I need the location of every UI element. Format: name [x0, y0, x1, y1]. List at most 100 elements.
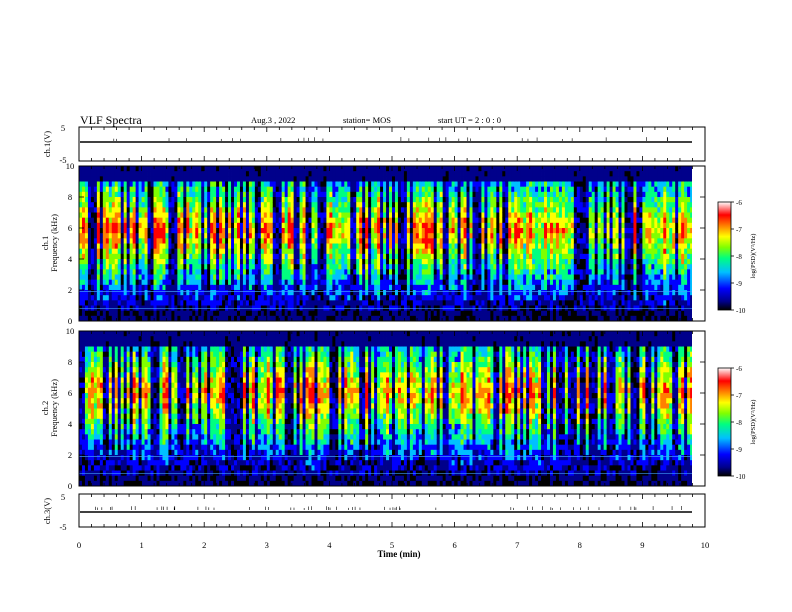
- spectrogram-cell: [278, 243, 283, 250]
- spectrogram-cell: [558, 274, 563, 281]
- spectrogram-cell: [123, 315, 128, 322]
- spectrogram-cell: [260, 233, 265, 239]
- spectrogram-cell: [111, 284, 116, 291]
- spectrogram-cell: [296, 217, 300, 224]
- spectrogram-cell: [374, 191, 378, 198]
- spectrogram-cell: [222, 253, 226, 260]
- spectrogram-cell: [156, 295, 160, 301]
- spectrogram-cell: [475, 248, 479, 255]
- spectrogram-cell: [481, 222, 485, 229]
- spectrogram-cell: [558, 248, 563, 255]
- spectrogram-cell: [499, 191, 503, 198]
- spectrogram-cell: [463, 300, 467, 306]
- spectrogram-cell: [248, 181, 253, 188]
- spectrogram-cell: [177, 259, 181, 265]
- spectrogram-cell: [433, 284, 438, 291]
- spectrogram-cell: [552, 248, 557, 255]
- spectrogram-cell: [228, 295, 232, 301]
- spectrogram-cell: [353, 238, 357, 244]
- spectrogram-cell: [254, 310, 259, 317]
- spectrogram-cell: [529, 191, 533, 198]
- spectrogram-cell: [153, 315, 157, 322]
- spectrogram-cell: [278, 181, 283, 188]
- spectrogram-cell: [520, 191, 524, 198]
- spectrogram-cell: [242, 191, 247, 198]
- spectrogram-cell: [427, 212, 432, 219]
- spectrogram-cell: [248, 212, 253, 219]
- spectrogram-cell: [308, 212, 312, 219]
- spectrogram-cell: [412, 248, 417, 255]
- spectrogram-cell: [269, 217, 274, 224]
- spectrogram-cell: [216, 171, 220, 177]
- spectrogram-cell: [412, 191, 417, 198]
- spectrogram-cell: [359, 228, 363, 234]
- spectrogram-cell: [105, 222, 110, 229]
- spectrogram-cell: [213, 279, 217, 286]
- spectrogram-cell: [555, 264, 560, 270]
- spectrogram-cell: [225, 171, 229, 177]
- spectrogram-cell: [171, 233, 175, 239]
- spectrogram-cell: [439, 191, 444, 198]
- spectrogram-cell: [392, 217, 396, 224]
- spectrogram-cell: [308, 166, 312, 172]
- spectrogram-cell: [278, 310, 283, 317]
- spectrogram-cell: [308, 290, 312, 296]
- spectrogram-cell: [245, 279, 250, 286]
- spectrogram-cell: [332, 166, 336, 172]
- spectrogram-cell: [362, 253, 366, 260]
- spectrogram-cell: [386, 181, 390, 188]
- spectrogram-cell: [189, 269, 193, 275]
- spectrogram-cell: [397, 238, 402, 244]
- spectrogram-cell: [520, 315, 524, 322]
- spectrogram-cell: [210, 233, 214, 239]
- spectrogram-cell: [219, 310, 223, 317]
- spectrogram-cell: [290, 197, 295, 203]
- spectrogram-cell: [87, 243, 92, 250]
- spectrogram-cell: [189, 222, 193, 229]
- spectrogram-cell: [144, 253, 148, 260]
- spectrogram-cell: [475, 171, 479, 177]
- spectrogram-cell: [430, 264, 435, 270]
- spectrogram-cell: [487, 233, 491, 239]
- spectrogram-cell: [535, 274, 539, 281]
- spectrogram-cell: [159, 284, 163, 291]
- spectrogram-cell: [394, 197, 399, 203]
- spectrogram-cell: [323, 243, 327, 250]
- spectrogram-cell: [147, 202, 151, 208]
- spectrogram-cell: [236, 310, 241, 317]
- spectrogram-cell: [311, 166, 315, 172]
- spectrogram-cell: [219, 269, 223, 275]
- spectrogram-cell: [386, 269, 390, 275]
- spectrogram-cell: [511, 300, 515, 306]
- spectrogram-cell: [433, 212, 438, 219]
- spectrogram-cell: [81, 315, 86, 322]
- spectrogram-cell: [105, 300, 110, 306]
- spectrogram-cell: [341, 274, 345, 281]
- spectrogram-cell: [299, 269, 303, 275]
- spectrogram-cell: [222, 222, 226, 229]
- spectrogram-cell: [79, 238, 83, 244]
- spectrogram-cell: [180, 253, 184, 260]
- spectrogram-cell: [248, 295, 253, 301]
- spectrogram-cell: [299, 279, 303, 286]
- spectrogram-cell: [439, 290, 444, 296]
- spectrogram-cell: [108, 217, 113, 224]
- spectrogram-cell: [505, 284, 509, 291]
- spectrogram-cell: [448, 171, 453, 177]
- spectrogram-cell: [162, 228, 166, 234]
- spectrogram-cell: [231, 300, 235, 306]
- spectrogram-cell: [293, 186, 298, 193]
- spectrogram-cell: [463, 269, 467, 275]
- spectrogram-cell: [344, 166, 348, 172]
- spectrogram-cell: [511, 279, 515, 286]
- spectrogram-cell: [141, 264, 145, 270]
- spectrogram-cell: [79, 310, 83, 317]
- spectrogram-cell: [394, 228, 399, 234]
- spectrogram-cell: [332, 176, 336, 182]
- spectrogram-cell: [210, 315, 214, 322]
- spectrogram-cell: [81, 197, 86, 203]
- spectrogram-cell: [517, 264, 521, 270]
- spectrogram-cell: [409, 176, 414, 182]
- spectrogram-cell: [532, 228, 536, 234]
- spectrogram-cell: [177, 181, 181, 188]
